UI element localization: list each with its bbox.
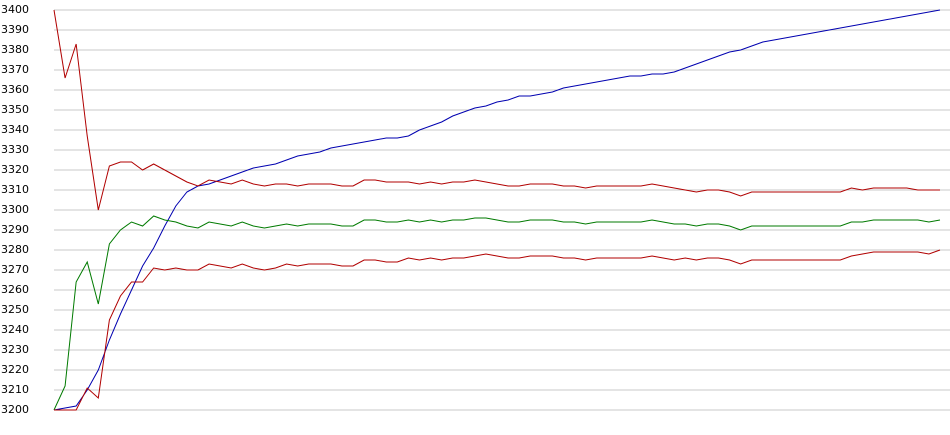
y-tick-label: 3340 bbox=[1, 123, 29, 136]
line-series bbox=[53, 215, 941, 411]
y-tick-label: 3370 bbox=[1, 63, 29, 76]
y-tick-label: 3400 bbox=[1, 3, 29, 16]
y-tick-label: 3280 bbox=[1, 243, 29, 256]
y-tick-label: 3250 bbox=[1, 303, 29, 316]
y-tick-label: 3360 bbox=[1, 83, 29, 96]
y-tick-label: 3210 bbox=[1, 383, 29, 396]
y-tick-label: 3320 bbox=[1, 163, 29, 176]
line-series bbox=[54, 249, 941, 411]
y-tick-label: 3200 bbox=[1, 403, 29, 416]
y-tick-label: 3350 bbox=[1, 103, 29, 116]
y-tick-label: 3260 bbox=[1, 283, 29, 296]
y-tick-label: 3270 bbox=[1, 263, 29, 276]
y-tick-label: 3220 bbox=[1, 363, 29, 376]
line-series bbox=[53, 9, 940, 211]
y-tick-label: 3240 bbox=[1, 323, 29, 336]
y-tick-label: 3230 bbox=[1, 343, 29, 356]
line-series bbox=[53, 9, 941, 411]
y-tick-label: 3390 bbox=[1, 23, 29, 36]
y-tick-label: 3330 bbox=[1, 143, 29, 156]
y-tick-label: 3300 bbox=[1, 203, 29, 216]
y-tick-label: 3380 bbox=[1, 43, 29, 56]
y-tick-label: 3310 bbox=[1, 183, 29, 196]
y-tick-label: 3290 bbox=[1, 223, 29, 236]
